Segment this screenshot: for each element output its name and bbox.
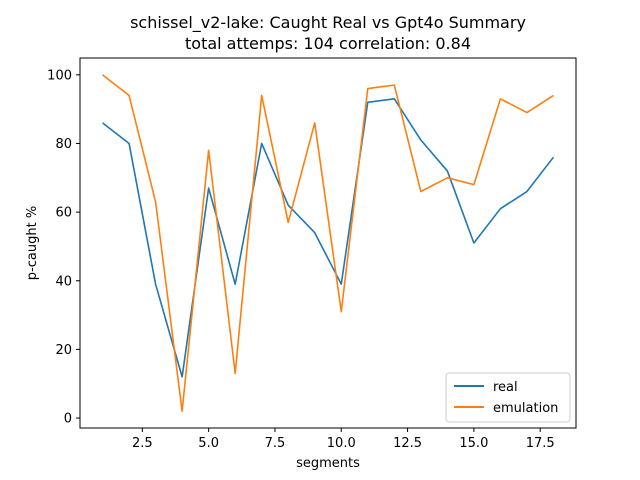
data-point-emulation-13	[419, 190, 423, 194]
data-point-emulation-3	[154, 200, 158, 204]
x-tick-label: 5.0	[198, 436, 219, 451]
data-point-emulation-7	[260, 93, 264, 97]
y-tick-label: 0	[64, 412, 72, 427]
data-point-emulation-10	[339, 310, 343, 314]
y-tick-label: 100	[47, 68, 72, 83]
y-tick-label: 80	[55, 137, 72, 152]
data-point-emulation-17	[525, 111, 529, 115]
x-tick-label: 15.0	[459, 436, 488, 451]
y-tick-label: 60	[55, 206, 72, 221]
data-point-emulation-8	[286, 220, 290, 224]
data-point-emulation-18	[551, 93, 555, 97]
data-point-real-12	[392, 97, 396, 101]
data-point-real-3	[154, 282, 158, 286]
data-point-emulation-15	[472, 183, 476, 187]
x-tick-label: 17.5	[526, 436, 555, 451]
axes-frame	[79, 57, 577, 429]
legend-label-real: real	[493, 380, 518, 395]
data-point-real-13	[419, 138, 423, 142]
data-point-real-7	[260, 141, 264, 145]
series-layer	[101, 73, 555, 413]
data-point-real-18	[551, 155, 555, 159]
chart-title-line2: total attemps: 104 correlation: 0.84	[185, 34, 471, 53]
data-point-real-2	[127, 141, 131, 145]
data-point-real-8	[286, 203, 290, 207]
x-axis-label: segments	[296, 456, 360, 471]
data-point-emulation-6	[233, 371, 237, 375]
x-tick-label: 2.5	[132, 436, 153, 451]
data-point-emulation-14	[445, 176, 449, 180]
data-point-emulation-2	[127, 93, 131, 97]
legend: real emulation	[445, 372, 571, 423]
x-tick-label: 7.5	[265, 436, 286, 451]
x-tick-label: 10.0	[327, 436, 356, 451]
data-point-real-5	[207, 186, 211, 190]
data-point-real-16	[498, 207, 502, 211]
series-line-real	[102, 98, 555, 378]
data-point-real-1	[101, 121, 105, 125]
y-tick-label: 20	[55, 343, 72, 358]
data-point-real-4	[180, 375, 184, 379]
data-point-real-15	[472, 241, 476, 245]
data-point-emulation-11	[366, 87, 370, 91]
data-point-real-6	[233, 282, 237, 286]
y-axis-label: p-caught %	[25, 206, 40, 280]
data-point-emulation-9	[313, 121, 317, 125]
data-point-emulation-1	[101, 73, 105, 77]
data-point-real-9	[313, 231, 317, 235]
data-point-emulation-5	[207, 148, 211, 152]
y-tick-label: 40	[55, 274, 72, 289]
ticks-layer: 2.5 5.0 7.5 10.0 12.5 15.0 17.5 0 20 40 60 80 100	[47, 68, 554, 451]
data-point-emulation-16	[498, 97, 502, 101]
data-point-real-10	[339, 282, 343, 286]
data-point-real-17	[525, 190, 529, 194]
series-line-emulation	[102, 74, 554, 412]
legend-label-emulation: emulation	[493, 401, 558, 416]
x-tick-label: 12.5	[393, 436, 422, 451]
data-point-real-14	[445, 169, 449, 173]
chart-title-line1: schissel_v2-lake: Caught Real vs Gpt4o S…	[130, 13, 526, 33]
data-point-emulation-4	[180, 409, 184, 413]
data-point-emulation-12	[392, 83, 396, 87]
